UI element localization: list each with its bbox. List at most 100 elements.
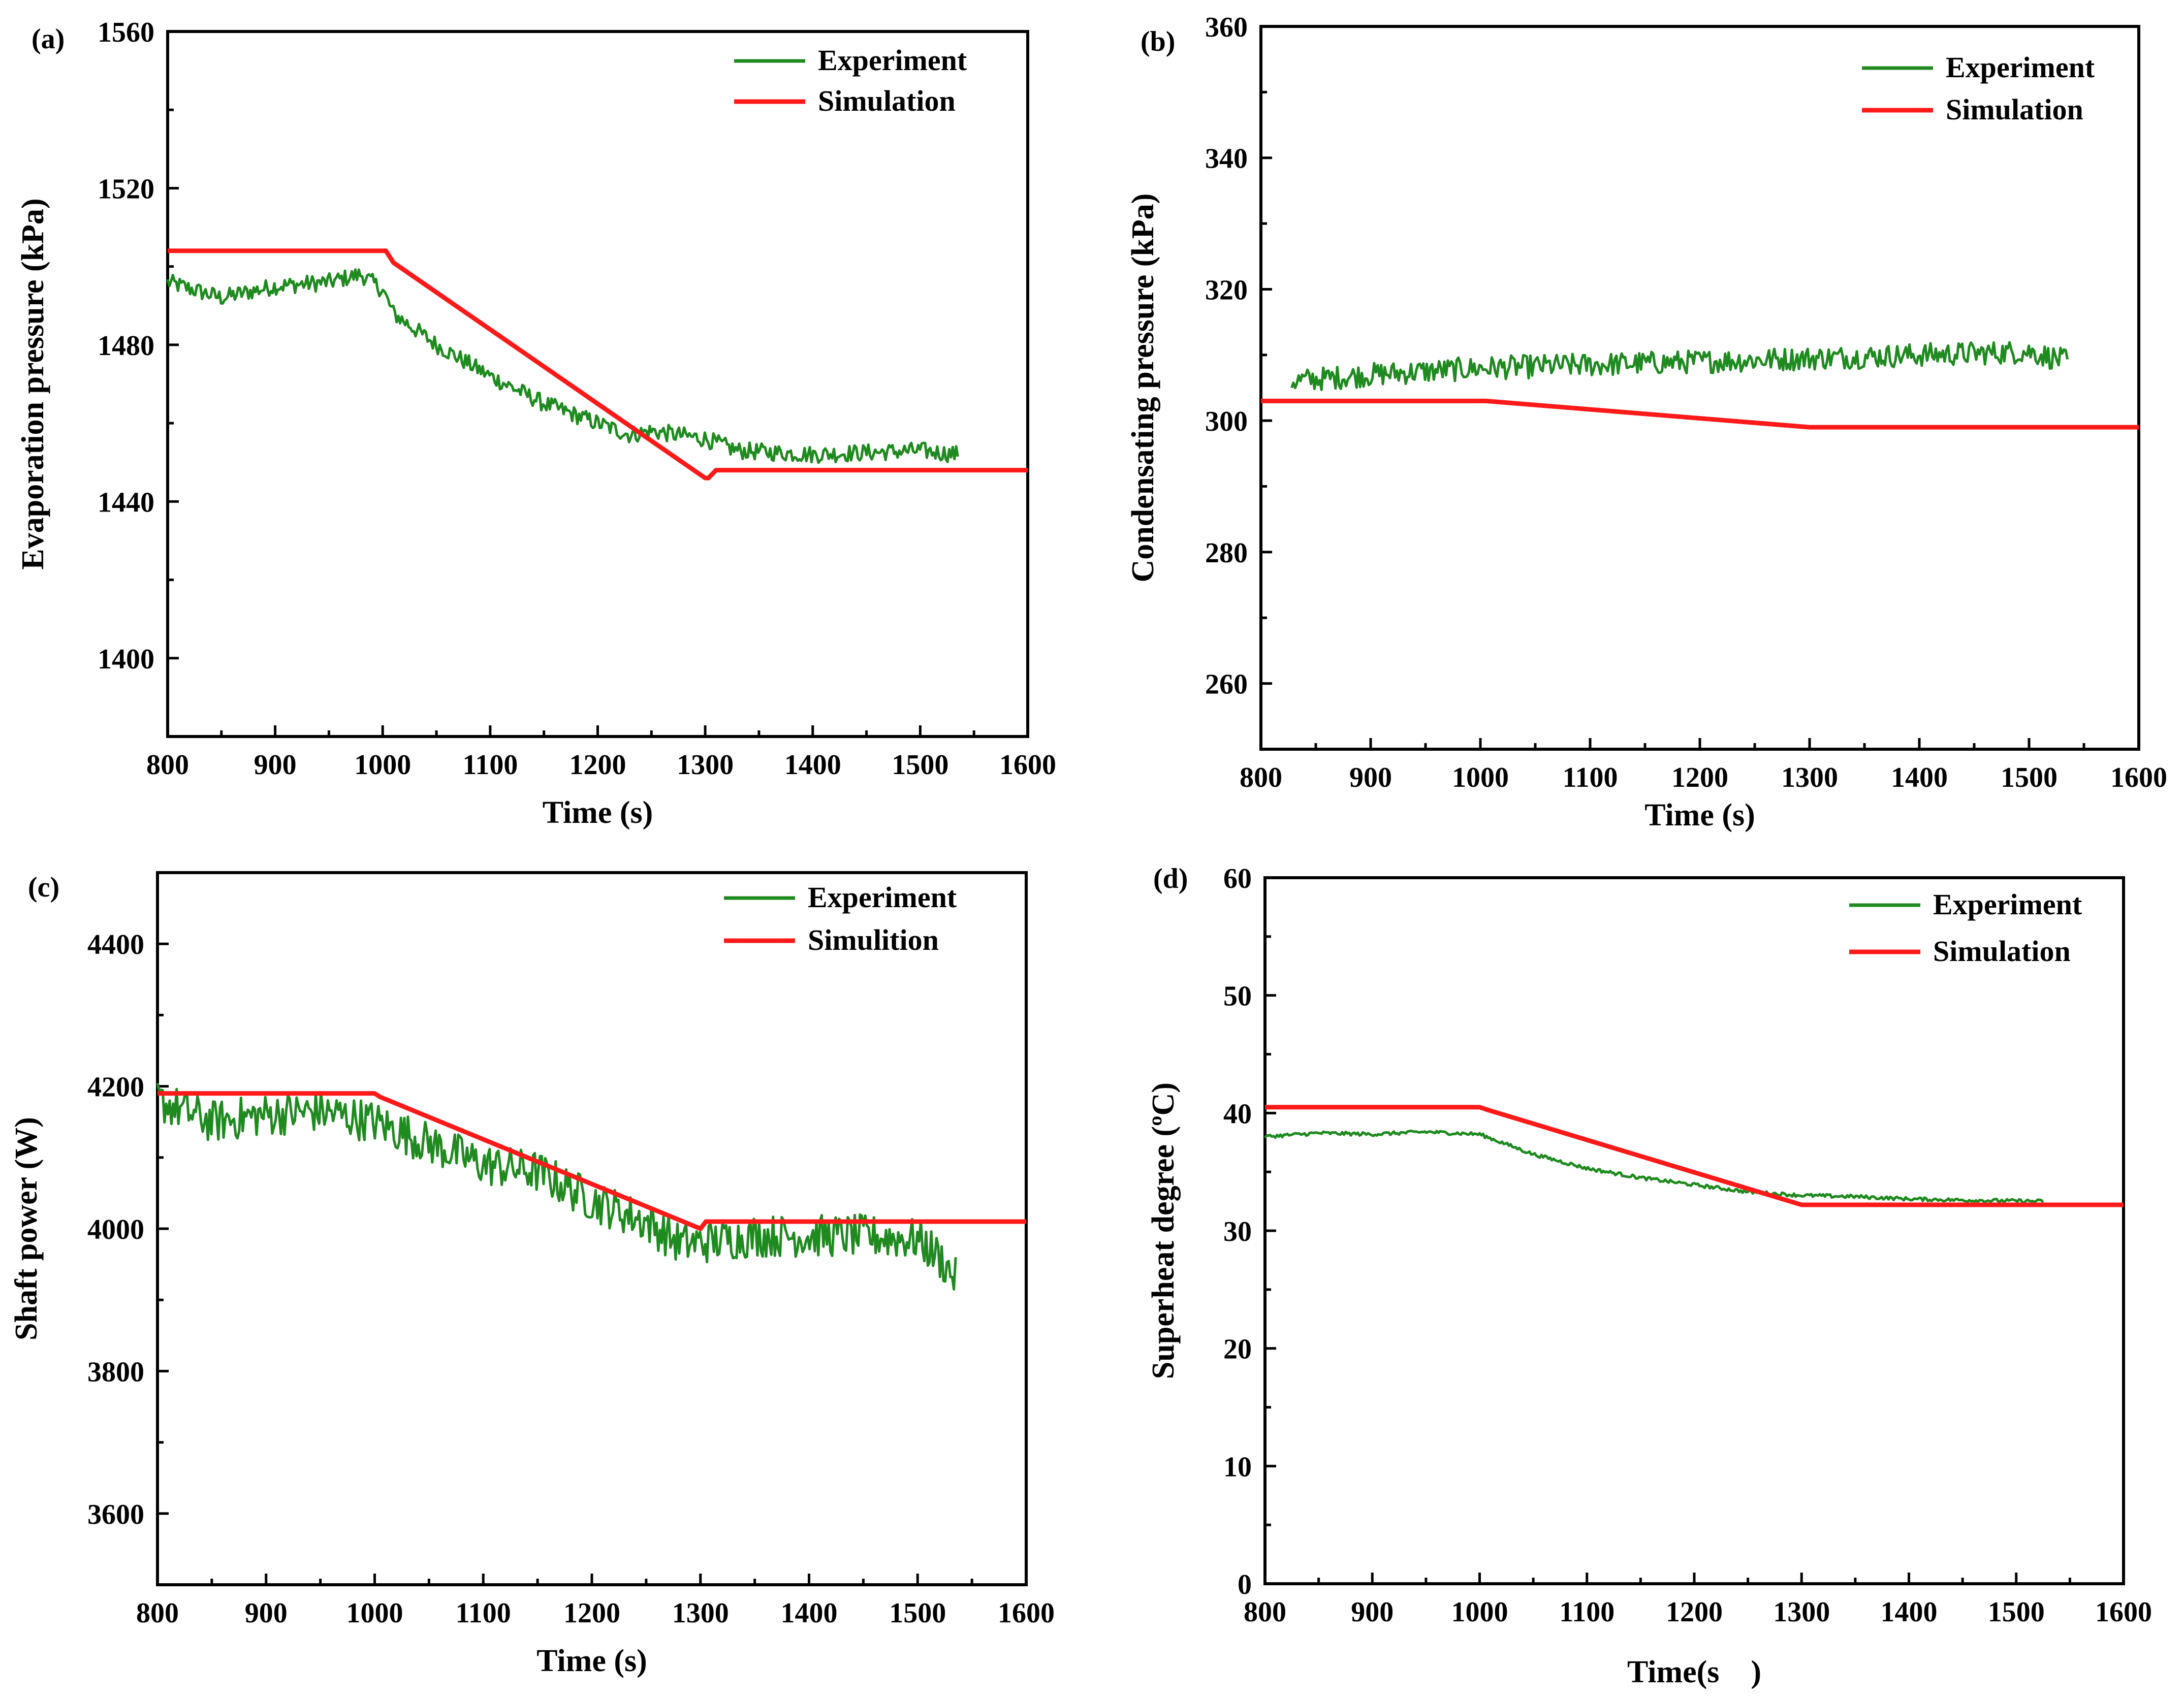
plot-frame: [156, 871, 1028, 1586]
y-tick-label: 30: [1223, 1216, 1252, 1247]
panel-b: 800 900 1000 1100 1200 1300 1400 1500 1600 260 280…: [1126, 12, 2167, 833]
x-tick-label: 900: [1349, 762, 1392, 793]
x-tick-label: 1600: [999, 749, 1056, 781]
y-axis-title: Condensating pressure (kPa): [1126, 194, 1160, 583]
y-axis-title: Evaporation pressure (kPa): [16, 198, 50, 569]
x-tick-label: 1000: [1452, 762, 1509, 793]
x-tick-label: 1300: [1773, 1596, 1830, 1628]
y-tick-label: 280: [1205, 537, 1248, 569]
x-tick-label: 1300: [672, 1597, 729, 1629]
simulation-series-line: [1265, 1105, 2124, 1207]
y-tick-label: 4200: [87, 1072, 144, 1103]
legend-experiment-label: Experiment: [1933, 888, 2082, 921]
x-tick-label: 1000: [1451, 1596, 1508, 1628]
legend-simulation-label: Simulition: [808, 923, 939, 956]
y-tick-label: 260: [1205, 669, 1248, 700]
x-tick-label: 1400: [784, 749, 841, 781]
legend: Experiment Simulation: [1862, 51, 2095, 126]
x-tick-label: 800: [1240, 762, 1282, 793]
x-tick-label: 1400: [1891, 762, 1948, 793]
legend-experiment-label: Experiment: [818, 44, 967, 77]
y-tick-label: 3600: [87, 1499, 144, 1530]
x-tick-label: 900: [245, 1597, 288, 1629]
x-tick-label: 900: [254, 749, 297, 781]
simulation-series-line: [157, 1091, 1026, 1231]
x-axis-title: Time (s): [1644, 798, 1755, 833]
panel-c: 800 900 1000 1100 1200 1300 1400 1500 1600 3600 38…: [9, 871, 1055, 1678]
x-tick-label: 1400: [781, 1597, 838, 1629]
panel-d: 800 900 1000 1100 1200 1300 1400 1500 1600 0 10 20 3…: [1146, 863, 2152, 1689]
y-tick-label: 300: [1205, 406, 1248, 437]
x-tick-label: 1500: [2001, 762, 2058, 793]
x-tick-label: 1300: [1781, 762, 1838, 793]
panel-label: (c): [28, 872, 59, 903]
legend-simulation-label: Simulation: [818, 84, 956, 117]
y-tick-label: 4000: [87, 1214, 144, 1245]
y-tick-label: 1400: [98, 644, 154, 675]
legend-experiment-label: Experiment: [1946, 51, 2095, 84]
x-tick-label: 1100: [456, 1597, 511, 1629]
panel-label: (d): [1153, 863, 1188, 894]
x-tick-label: 1100: [1563, 762, 1618, 793]
y-tick-label: 40: [1223, 1098, 1252, 1130]
y-tick-label: 360: [1205, 12, 1248, 43]
panel-label: (a): [31, 23, 65, 55]
legend: Experiment Simulition: [724, 881, 957, 956]
x-tick-label: 1600: [2110, 762, 2167, 793]
x-tick-label: 1100: [462, 749, 518, 781]
x-tick-label: 1500: [1988, 1596, 2045, 1628]
y-tick-label: 340: [1205, 143, 1248, 175]
y-tick-label: 0: [1238, 1569, 1252, 1601]
x-tick-label: 1000: [354, 749, 411, 781]
y-tick-label: 3800: [87, 1356, 144, 1388]
legend: Experiment Simulation: [734, 44, 967, 117]
legend-simulation-label: Simulation: [1933, 935, 2071, 968]
plot-frame: [1263, 876, 2125, 1585]
y-tick-label: 60: [1223, 863, 1252, 894]
experiment-series-line: [166, 268, 959, 464]
x-axis-title: Time (s): [536, 1644, 647, 1678]
y-tick-label: 1440: [98, 487, 154, 518]
x-tick-label: 1000: [346, 1597, 403, 1629]
experiment-series-line: [1290, 341, 2069, 391]
experiment-series-line: [1263, 1129, 2044, 1204]
y-tick-label: 320: [1205, 274, 1248, 306]
plot-frame: [1259, 25, 2140, 751]
y-axis-title: Shaft power (W): [9, 1117, 44, 1340]
x-tick-label: 1100: [1559, 1596, 1615, 1628]
y-tick-label: 4400: [87, 929, 144, 961]
x-tick-label: 1600: [998, 1597, 1055, 1629]
plot-frame: [166, 30, 1029, 738]
x-tick-label: 1200: [1666, 1596, 1723, 1628]
y-tick-label: 10: [1223, 1451, 1252, 1483]
legend-experiment-label: Experiment: [808, 881, 957, 914]
y-tick-label: 1520: [98, 173, 154, 205]
panel-label: (b): [1141, 26, 1175, 57]
x-tick-label: 800: [136, 1597, 179, 1629]
x-tick-label: 1200: [569, 749, 626, 781]
x-tick-label: 1200: [1671, 762, 1728, 793]
x-tick-label: 800: [1244, 1596, 1286, 1628]
x-tick-label: 1600: [2095, 1596, 2152, 1628]
x-tick-label: 900: [1351, 1596, 1394, 1628]
y-tick-label: 20: [1223, 1334, 1252, 1365]
x-tick-label: 1400: [1881, 1596, 1938, 1628]
legend: Experiment Simulation: [1849, 888, 2082, 968]
experiment-series-line: [156, 1082, 957, 1291]
x-axis-title: Time(s ): [1627, 1655, 1761, 1689]
y-tick-label: 1560: [98, 17, 154, 48]
x-tick-label: 1300: [677, 749, 734, 781]
legend-simulation-label: Simulation: [1946, 93, 2083, 126]
simulation-series-line: [1261, 398, 2139, 430]
y-axis-title: Superheat degree (ºC): [1146, 1082, 1181, 1379]
x-tick-label: 800: [146, 749, 189, 781]
x-tick-label: 1200: [563, 1597, 620, 1629]
y-tick-label: 50: [1223, 981, 1252, 1012]
simulation-series-line: [168, 248, 1028, 481]
x-tick-label: 1500: [892, 749, 948, 781]
x-tick-label: 1500: [889, 1597, 946, 1629]
panel-a: 800 900 1000 1100 1200 1300 1400 1500 1600 1400 14…: [16, 17, 1056, 830]
y-tick-label: 1480: [98, 330, 154, 362]
x-axis-title: Time (s): [543, 795, 653, 830]
